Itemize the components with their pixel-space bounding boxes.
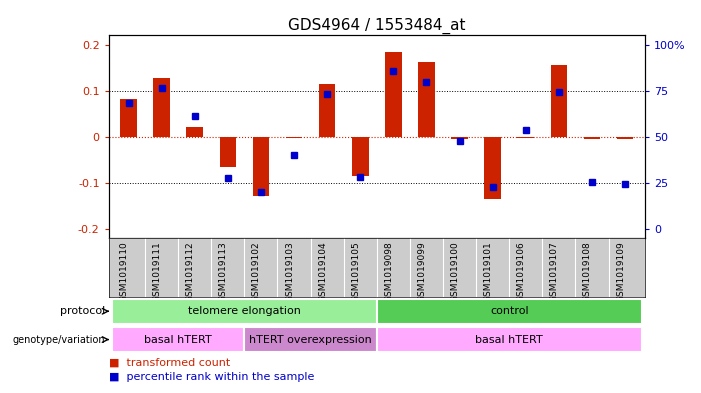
Text: GSM1019108: GSM1019108 [583,241,592,302]
Text: GSM1019103: GSM1019103 [285,241,294,302]
Text: ■  percentile rank within the sample: ■ percentile rank within the sample [109,372,314,382]
Text: GSM1019105: GSM1019105 [351,241,360,302]
Text: GSM1019112: GSM1019112 [186,241,195,302]
Title: GDS4964 / 1553484_at: GDS4964 / 1553484_at [288,18,465,34]
Text: basal hTERT: basal hTERT [475,334,543,345]
Text: GSM1019111: GSM1019111 [153,241,162,302]
Text: GSM1019098: GSM1019098 [384,241,393,302]
Bar [319,84,335,137]
Bar [186,127,203,137]
Text: telomere elongation: telomere elongation [188,306,301,316]
Text: GSM1019113: GSM1019113 [219,241,228,302]
Text: GSM1019110: GSM1019110 [119,241,128,302]
Bar [451,137,468,139]
Text: GSM1019101: GSM1019101 [484,241,493,302]
Bar [385,51,402,137]
Text: GSM1019107: GSM1019107 [550,241,559,302]
Bar [121,99,137,137]
Text: basal hTERT: basal hTERT [144,334,212,345]
Bar [245,327,377,352]
Text: protocol: protocol [60,306,105,316]
Bar [418,62,435,137]
Text: genotype/variation: genotype/variation [13,334,105,345]
Text: GSM1019099: GSM1019099 [417,241,426,302]
Bar [352,137,369,176]
Bar [617,137,633,139]
Text: GSM1019102: GSM1019102 [252,241,261,302]
Text: GSM1019109: GSM1019109 [616,241,625,302]
Text: GSM1019106: GSM1019106 [517,241,526,302]
Text: ■  transformed count: ■ transformed count [109,358,230,368]
Bar [484,137,501,199]
Bar [377,299,641,324]
Bar [286,137,302,138]
Bar [112,327,245,352]
Bar [517,137,534,138]
Text: GSM1019100: GSM1019100 [451,241,460,302]
Bar [112,299,377,324]
Bar [252,137,269,196]
Bar [154,78,170,137]
Bar [219,137,236,167]
Text: hTERT overexpression: hTERT overexpression [250,334,372,345]
Bar [377,327,641,352]
Text: GSM1019104: GSM1019104 [318,241,327,302]
Bar [584,137,600,139]
Text: control: control [490,306,529,316]
Bar [550,65,567,137]
